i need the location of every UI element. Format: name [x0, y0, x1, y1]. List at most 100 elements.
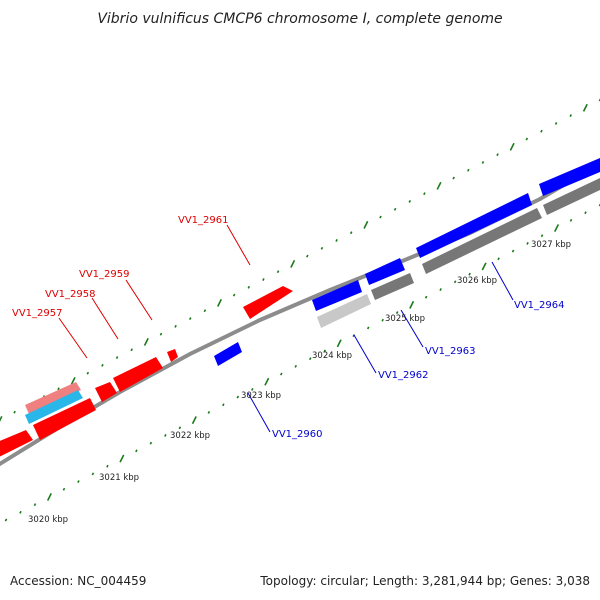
minor-tick — [203, 309, 207, 313]
forward-genes — [0, 286, 293, 458]
minor-tick — [106, 464, 109, 468]
accession-label: Accession: NC_004459 — [10, 574, 147, 588]
major-tick — [191, 416, 197, 425]
gene-vv1-2959[interactable] — [167, 349, 178, 362]
minor-tick — [323, 349, 326, 353]
leader-vv1-2957 — [58, 317, 88, 359]
major-tick — [436, 181, 442, 190]
minor-tick — [222, 403, 225, 407]
label-vv1-2964[interactable]: VV1_2964 — [514, 300, 565, 311]
minor-tick — [236, 395, 240, 399]
inner-tick-ring — [4, 203, 600, 522]
minor-tick — [149, 441, 153, 445]
leader-vv1-2959 — [125, 279, 153, 321]
gene-vv1-2965[interactable] — [539, 158, 600, 196]
minor-tick — [335, 239, 338, 242]
feature-grey-2[interactable] — [422, 208, 542, 274]
major-tick — [0, 416, 3, 422]
leader-vv1-2960 — [247, 392, 271, 433]
label-vv1-2960[interactable]: VV1_2960 — [272, 429, 323, 440]
gene-vv1-2958[interactable] — [113, 357, 163, 392]
minor-tick — [62, 487, 66, 491]
minor-tick — [423, 192, 426, 196]
scale-label: 3020 kbp — [28, 515, 68, 525]
minor-tick — [393, 207, 397, 211]
gene-vv1-2956[interactable] — [33, 398, 96, 440]
minor-tick — [467, 168, 470, 172]
minor-tick — [178, 426, 182, 430]
minor-tick — [366, 326, 370, 330]
minor-tick — [294, 364, 298, 368]
minor-tick — [569, 218, 573, 222]
minor-tick — [511, 249, 515, 253]
topology-label: Topology: circular; Length: 3,281,944 bp… — [260, 574, 590, 588]
feature-pink[interactable] — [25, 382, 81, 414]
scale-label: 3022 kbp — [170, 431, 210, 441]
scale-label: 3024 kbp — [312, 351, 352, 361]
major-tick — [216, 298, 223, 307]
gene-vv1-2964[interactable] — [416, 193, 532, 258]
major-tick — [290, 259, 296, 268]
gene-vv1-2960[interactable] — [214, 342, 242, 366]
minor-tick — [379, 215, 382, 219]
gene-vv1-2957[interactable] — [95, 382, 117, 402]
label-vv1-2958[interactable]: VV1_2958 — [45, 289, 96, 300]
minor-tick — [19, 510, 22, 514]
minor-tick — [251, 387, 254, 391]
minor-tick — [349, 231, 353, 235]
minor-tick — [408, 200, 412, 203]
minor-tick — [540, 129, 543, 133]
minor-tick — [86, 371, 90, 375]
minor-tick — [159, 332, 163, 336]
reverse-labels: VV1_2960 VV1_2962 VV1_2963 VV1_2964 — [247, 261, 565, 440]
leader-vv1-2962 — [353, 334, 377, 374]
scale-label: 3023 kbp — [241, 391, 281, 401]
label-vv1-2963[interactable]: VV1_2963 — [425, 346, 476, 357]
minor-tick — [232, 293, 236, 297]
label-vv1-2962[interactable]: VV1_2962 — [378, 370, 429, 381]
minor-tick — [584, 211, 587, 215]
major-tick — [481, 262, 487, 271]
gene-vv1-2955[interactable] — [0, 430, 33, 458]
leader-vv1-2958 — [91, 297, 119, 340]
major-tick — [582, 103, 588, 112]
feature-grey-1[interactable] — [371, 273, 414, 300]
reverse-genes — [214, 158, 600, 366]
major-tick — [264, 377, 270, 386]
scale-label: 3027 kbp — [531, 240, 571, 250]
minor-tick — [352, 334, 355, 338]
feature-grey-light[interactable] — [317, 294, 371, 328]
label-vv1-2961[interactable]: VV1_2961 — [178, 215, 229, 226]
forward-labels: VV1_2957 VV1_2958 VV1_2959 VV1_2961 — [12, 215, 251, 359]
minor-tick — [174, 324, 177, 328]
minor-tick — [77, 480, 80, 484]
minor-tick — [57, 387, 60, 391]
minor-tick — [439, 288, 442, 291]
major-tick — [336, 339, 342, 348]
minor-tick — [525, 137, 529, 141]
minor-tick — [381, 318, 384, 322]
gene-vv1-2963[interactable] — [365, 258, 405, 285]
gene-vv1-2961[interactable] — [243, 286, 293, 319]
major-tick — [119, 454, 125, 463]
leader-vv1-2963 — [400, 309, 424, 348]
feature-grey-3[interactable] — [543, 178, 600, 215]
minor-tick — [262, 278, 265, 281]
minor-tick — [554, 121, 558, 125]
minor-tick — [569, 114, 572, 118]
minor-tick — [276, 270, 280, 274]
label-vv1-2957[interactable]: VV1_2957 — [12, 308, 63, 319]
scale-label: 3026 kbp — [457, 276, 497, 286]
scale-labels: 3020 kbp 3021 kbp 3022 kbp 3023 kbp 3024… — [28, 240, 571, 525]
minor-tick — [247, 285, 251, 289]
minor-tick — [468, 272, 471, 276]
minor-tick — [188, 317, 192, 320]
major-tick — [554, 224, 560, 233]
minor-tick — [135, 449, 138, 453]
minor-tick — [130, 348, 133, 352]
minor-tick — [453, 280, 457, 284]
gene-vv1-2962[interactable] — [312, 280, 362, 311]
feature-cyan[interactable] — [25, 390, 83, 424]
label-vv1-2959[interactable]: VV1_2959 — [79, 269, 130, 280]
